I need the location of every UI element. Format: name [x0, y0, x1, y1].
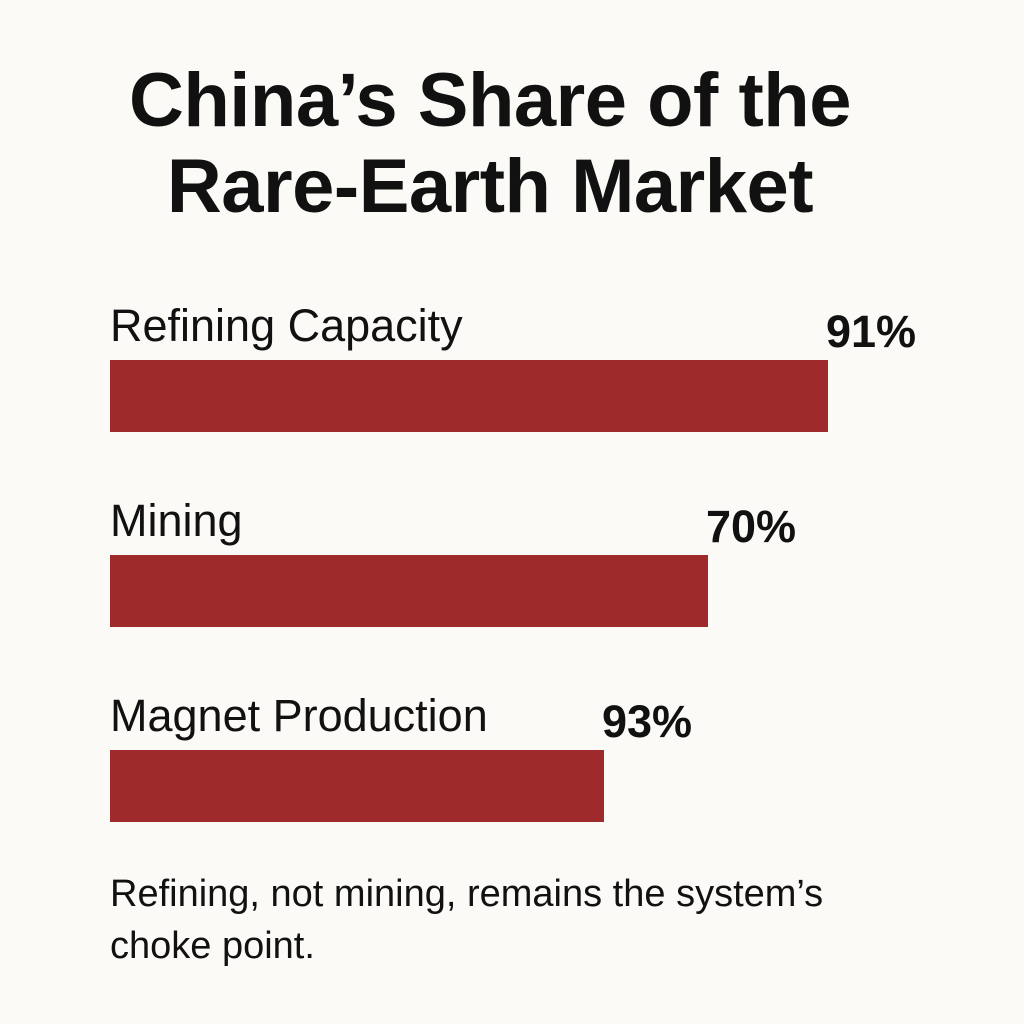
- category-label: Magnet Production: [110, 690, 488, 741]
- value-label: 91%: [826, 306, 917, 357]
- value-label: 93%: [602, 696, 693, 747]
- chart-title-line-2: Rare-Earth Market: [166, 144, 814, 229]
- category-label: Refining Capacity: [110, 300, 463, 351]
- chart-title-line-1: China’s Share of the: [129, 58, 851, 143]
- value-label: 70%: [706, 501, 797, 552]
- chart-annotation: Refining, not mining, remains the system…: [110, 873, 824, 967]
- chart-title: China’s Share of the Rare-Earth Market: [0, 58, 980, 230]
- bar: [110, 555, 708, 627]
- bar: [110, 750, 604, 822]
- category-label: Mining: [110, 495, 243, 546]
- bar: [110, 360, 828, 432]
